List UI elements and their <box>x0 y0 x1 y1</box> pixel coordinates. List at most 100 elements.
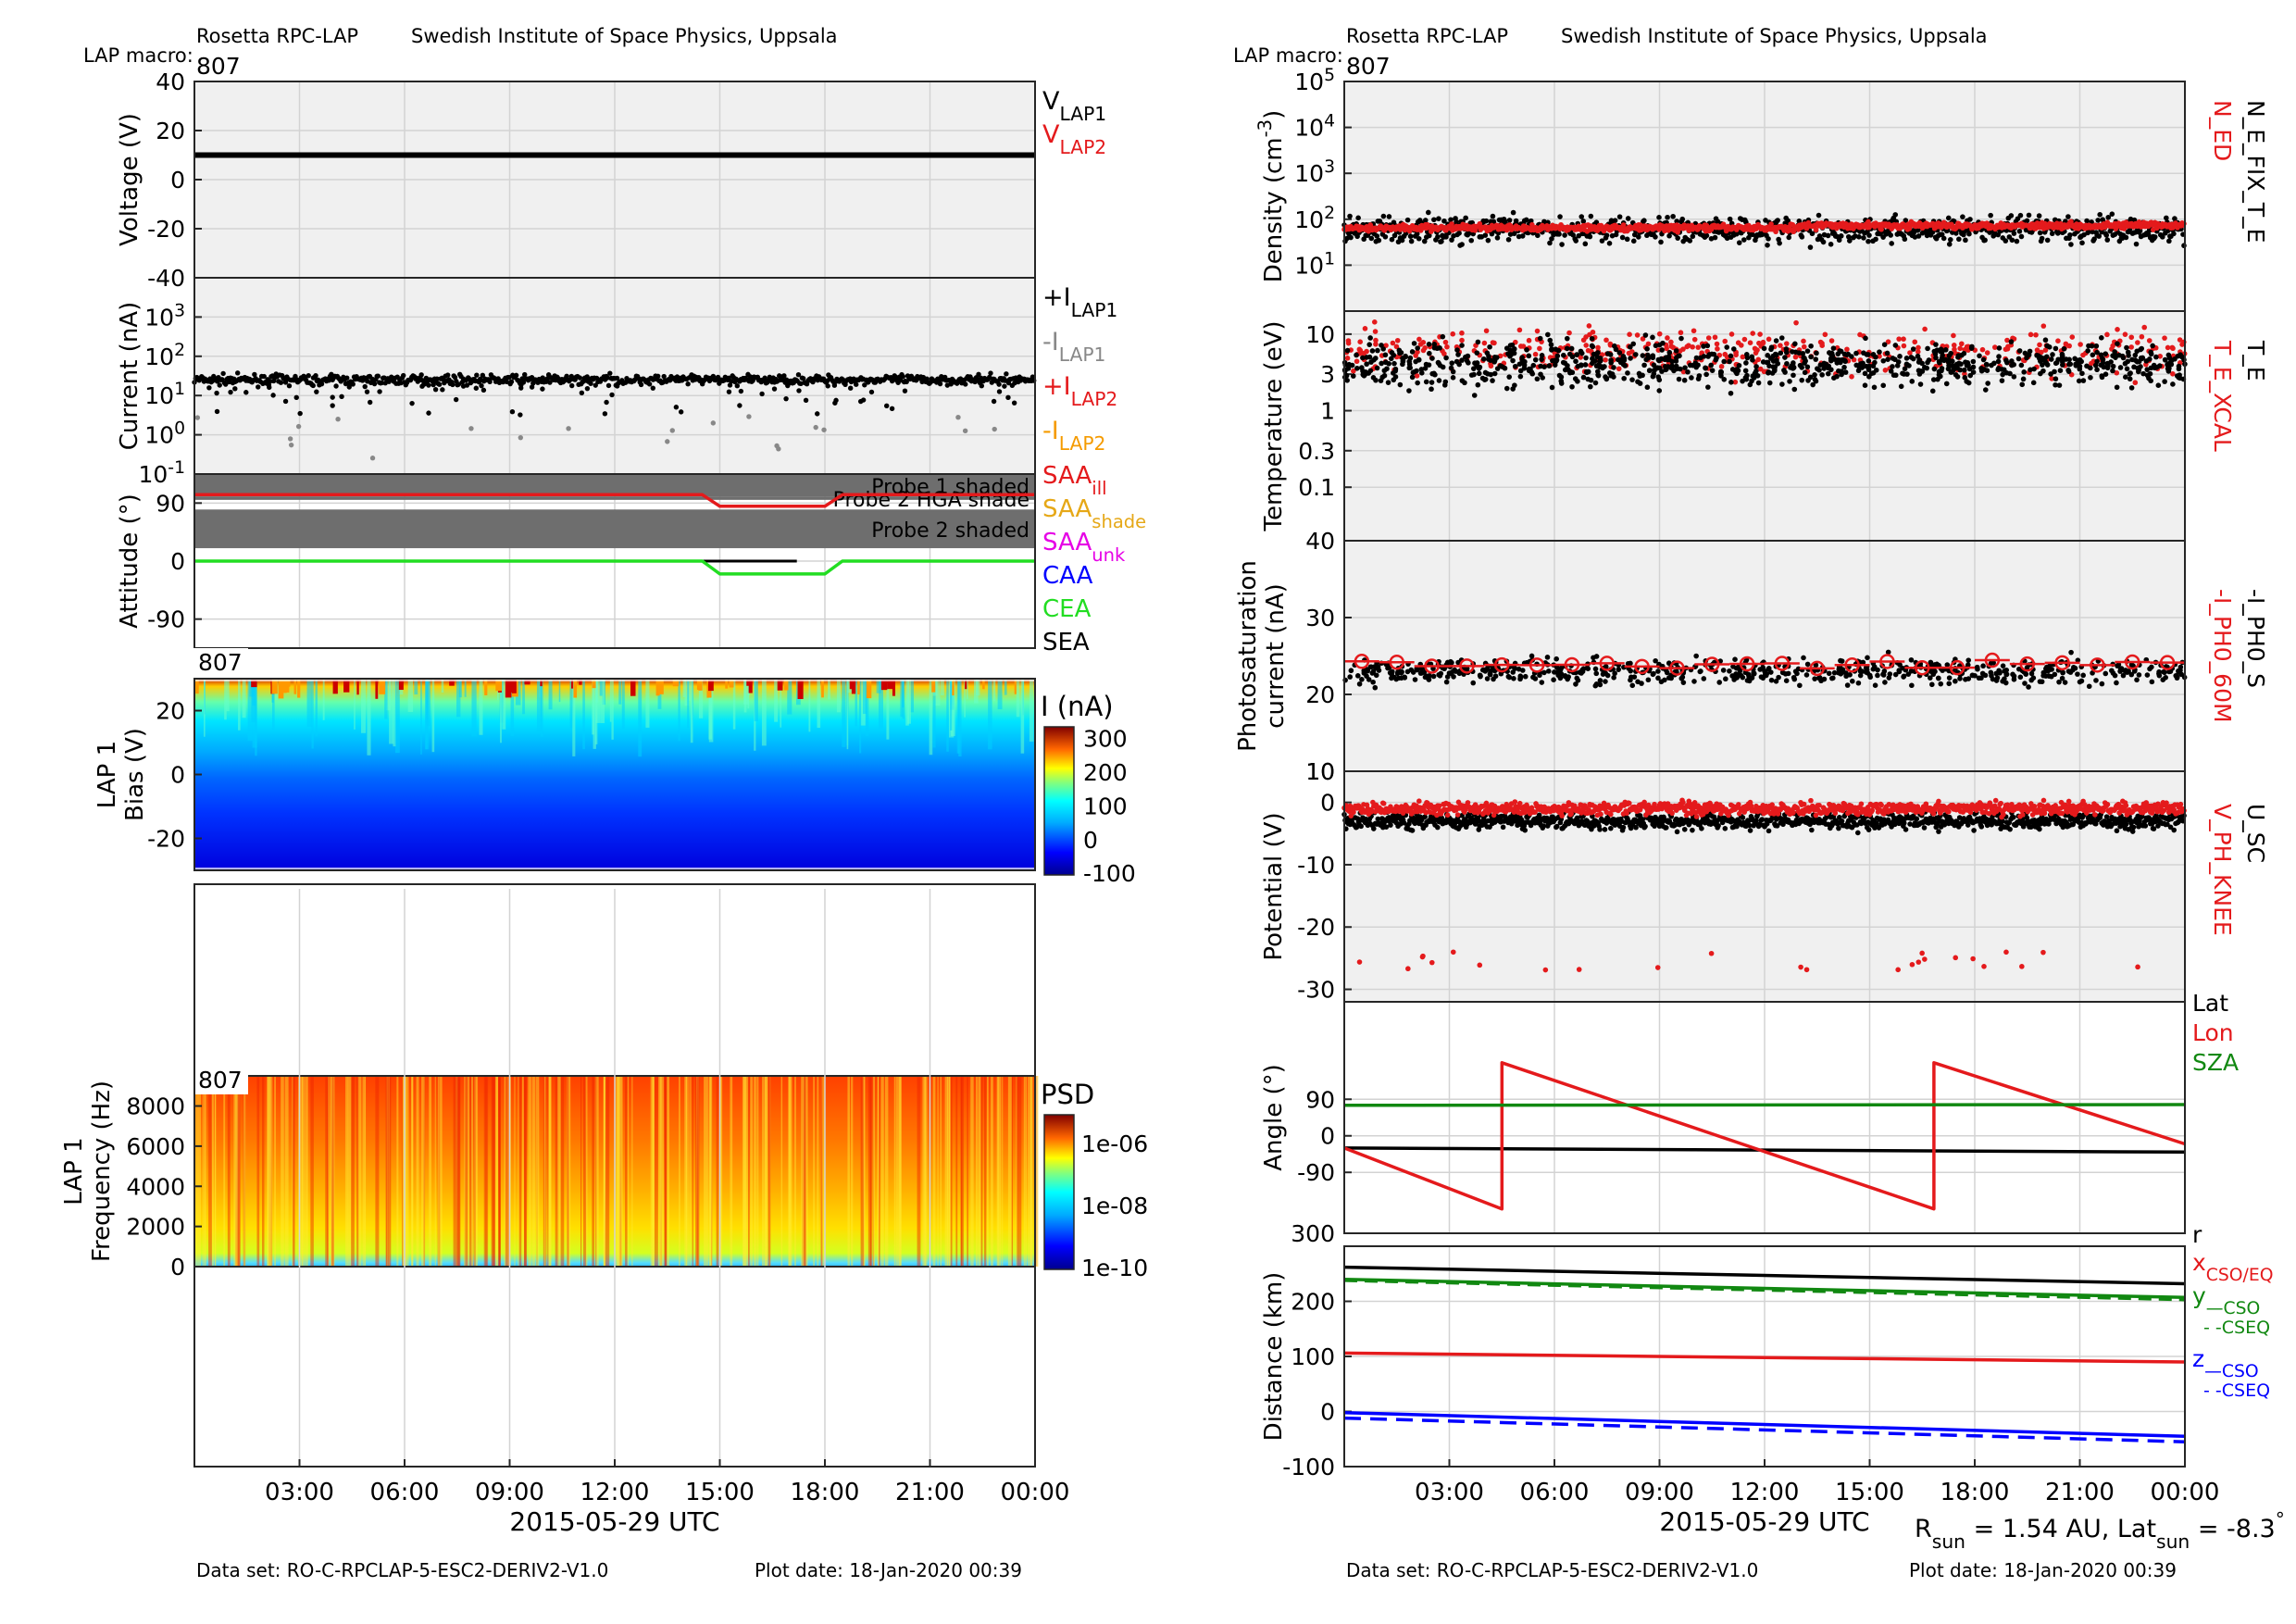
spec-streak <box>955 1076 958 1267</box>
spec-streak <box>300 1076 304 1267</box>
density-point <box>1376 237 1382 244</box>
spec-streak <box>547 1076 549 1267</box>
spec-streak <box>863 1076 865 1267</box>
sweep-streak <box>859 679 862 754</box>
sweep-streak <box>479 679 483 735</box>
spec-streak <box>474 1076 476 1267</box>
macro-label: LAP macro: <box>1233 44 1343 67</box>
temperature-point <box>2076 378 2082 384</box>
temperature-point <box>1509 342 1516 348</box>
temperature-point <box>1366 370 1371 376</box>
spec-streak <box>730 1076 733 1267</box>
current-point-neg <box>992 426 997 432</box>
density-point <box>1775 218 1780 223</box>
density-point <box>1556 231 1562 237</box>
sweep-streak <box>315 679 318 737</box>
current-ytick-label-part: 0 <box>174 418 185 438</box>
spec-streak <box>748 1076 750 1267</box>
temperature-point <box>1545 331 1551 338</box>
density-point <box>2164 215 2169 221</box>
temperature-point <box>1354 365 1360 371</box>
spec-streak <box>788 1076 792 1267</box>
spec-streak <box>1023 1076 1026 1267</box>
density-point <box>1436 216 1441 221</box>
current-legend-part: +I <box>1042 283 1071 312</box>
density-point <box>1382 233 1389 240</box>
spec-streak <box>877 1076 880 1267</box>
temperature-point <box>1632 352 1639 357</box>
density-point <box>1963 237 1968 244</box>
sweep-streak <box>645 679 650 728</box>
sweep-streak <box>242 679 246 718</box>
sweep-streak <box>988 679 992 750</box>
spec-streak <box>457 1076 461 1267</box>
temperature-point <box>1685 369 1691 375</box>
spec-streak <box>932 1076 936 1267</box>
temperature-point <box>1409 374 1416 381</box>
temperature-point-red <box>1951 332 1956 339</box>
spec-streak <box>297 1076 300 1267</box>
attitude-legend-part: SEA <box>1042 629 1090 656</box>
temperature-point <box>1880 382 1887 389</box>
temperature-point <box>1744 372 1750 379</box>
current-point <box>252 371 257 378</box>
density-point <box>2018 233 2025 240</box>
spec-streak <box>302 1076 306 1267</box>
spec-streak <box>223 1076 226 1267</box>
spec-streak <box>867 1076 872 1267</box>
temperature-point <box>1866 352 1871 357</box>
temperature-point <box>1621 357 1628 363</box>
temperature-point <box>1584 369 1590 376</box>
temperature-point <box>1574 352 1579 357</box>
sweep-streak <box>595 679 601 723</box>
temperature-point <box>1454 358 1460 365</box>
temperature-point-red <box>1394 337 1401 344</box>
current-point <box>738 388 744 394</box>
temperature-point <box>1953 372 1959 378</box>
density-point <box>1549 236 1554 242</box>
temperature-point <box>1728 353 1734 359</box>
sweep-streak <box>548 679 553 710</box>
temperature-point <box>2048 371 2053 377</box>
spec-streak <box>620 1076 622 1267</box>
current-ytick-label: 100 <box>144 418 185 449</box>
density-point <box>2103 232 2110 238</box>
current-ytick-label-part: 1 <box>174 380 185 399</box>
spec-streak <box>375 1076 380 1267</box>
temperature-point <box>1807 374 1814 381</box>
spec-streak <box>268 1076 271 1267</box>
current-point <box>584 385 591 392</box>
temperature-point <box>1664 366 1669 372</box>
temperature-point <box>1354 352 1359 358</box>
sweep-streak <box>441 679 444 693</box>
sweep-streak-hot <box>332 679 338 694</box>
temperature-point-red <box>1595 344 1601 351</box>
current-point <box>1002 383 1007 389</box>
density-point <box>1807 244 1814 250</box>
temperature-point <box>1423 379 1429 385</box>
photosat-point <box>1965 657 1972 663</box>
density-ytick-label: 101 <box>1294 249 1335 280</box>
temperature-point-red <box>1354 358 1360 365</box>
density-point <box>1582 241 1589 247</box>
temperature-point <box>1708 362 1714 369</box>
density-point <box>1889 241 1895 246</box>
temperature-point <box>1592 380 1599 386</box>
current-point <box>795 372 802 378</box>
temperature-point <box>1423 361 1429 368</box>
density-point <box>1606 241 1613 246</box>
temperature-point-red <box>2055 338 2061 344</box>
current-point <box>261 373 267 380</box>
temperature-point <box>1597 356 1603 361</box>
temperature-point <box>1819 372 1825 378</box>
sweep-streak-hot <box>982 679 985 690</box>
density-point <box>1485 237 1491 244</box>
spec-streak <box>498 1076 501 1267</box>
temperature-point-red <box>1844 346 1850 353</box>
sweep-streak <box>384 679 388 719</box>
current-ytick-label-part: 10 <box>144 304 174 331</box>
spec-streak <box>754 1076 756 1267</box>
temperature-point <box>1364 355 1369 360</box>
density-point <box>1856 234 1862 240</box>
spec-streak <box>455 1076 460 1267</box>
